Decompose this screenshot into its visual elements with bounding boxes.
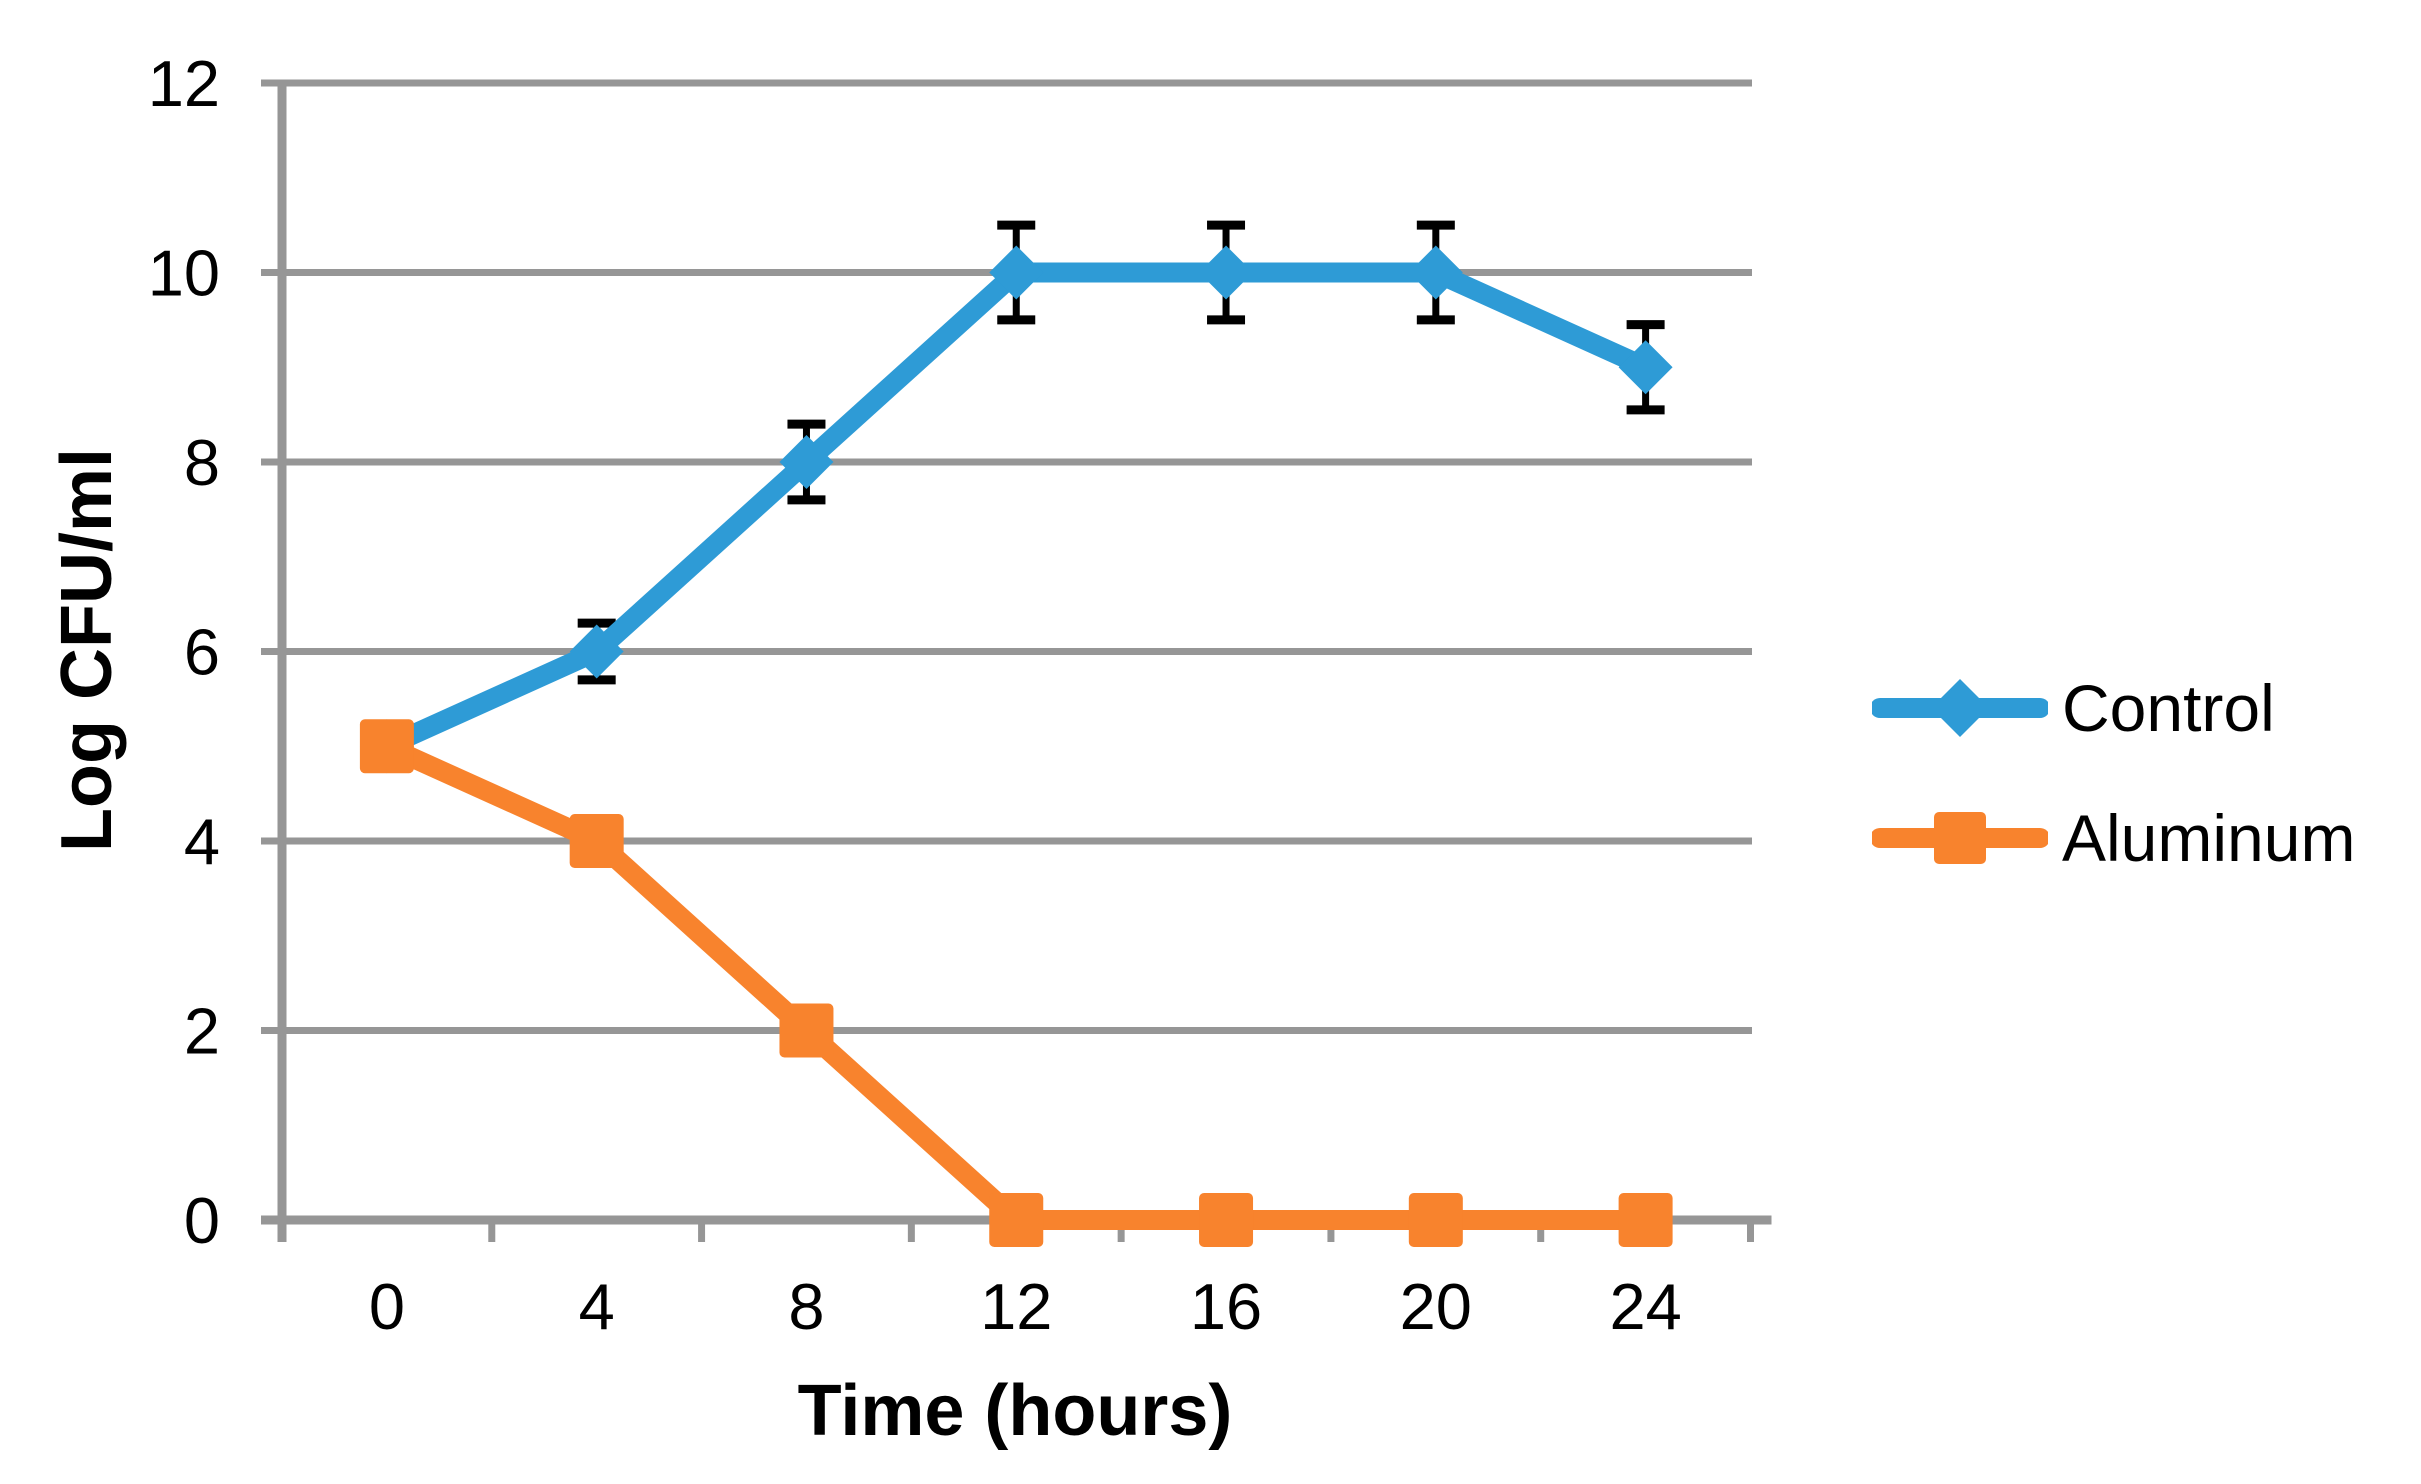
x-tick-label: 20 — [1400, 1270, 1472, 1343]
control-marker — [989, 245, 1044, 300]
aluminum-marker — [1199, 1193, 1254, 1247]
x-axis-title: Time (hours) — [797, 1371, 1233, 1451]
aluminum-marker — [779, 1003, 834, 1058]
control-marker — [1408, 245, 1463, 300]
x-tick-label: 16 — [1190, 1270, 1262, 1343]
y-tick-label: 12 — [148, 47, 220, 120]
y-tick-label: 0 — [184, 1184, 220, 1257]
control-marker — [779, 435, 834, 489]
y-tick-label: 2 — [184, 994, 220, 1067]
x-tick-label: 12 — [980, 1270, 1052, 1343]
x-tick-label: 24 — [1609, 1270, 1681, 1343]
control-marker — [1618, 340, 1673, 395]
y-axis-title: Log CFU/ml — [47, 448, 127, 852]
y-tick-label: 6 — [184, 615, 220, 688]
aluminum-marker — [359, 719, 414, 774]
aluminum-marker — [989, 1193, 1044, 1247]
control-marker — [569, 624, 624, 679]
x-tick-label: 0 — [369, 1270, 405, 1343]
aluminum-marker — [569, 814, 624, 868]
control-series-line — [376, 262, 1656, 757]
x-tick-label: 4 — [579, 1270, 615, 1343]
x-tick-label: 8 — [788, 1270, 824, 1343]
aluminum-marker — [1618, 1193, 1673, 1247]
control-marker — [1199, 245, 1254, 300]
y-tick-label: 10 — [148, 236, 220, 309]
aluminum-marker — [1408, 1193, 1463, 1247]
y-tick-label: 4 — [184, 805, 220, 878]
y-tick-label: 8 — [184, 426, 220, 499]
